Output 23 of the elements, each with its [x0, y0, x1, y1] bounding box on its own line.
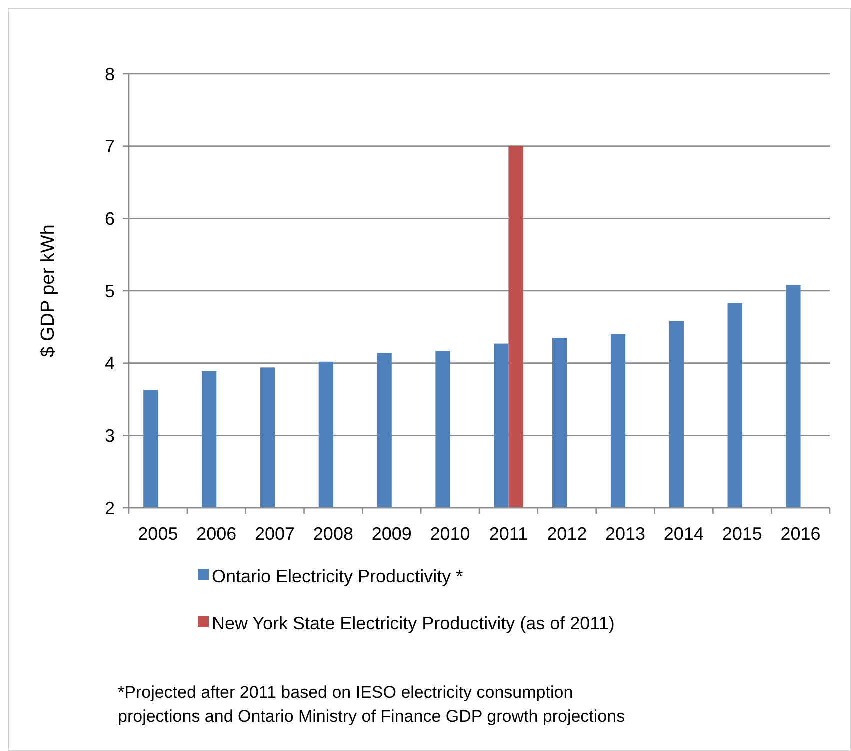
text: *Projected after 2011 based on IESO electricity consumption projections and Ontario Ministry of Finance GDP growth projections — [118, 683, 626, 726]
y-tick-label: 5 — [104, 281, 115, 302]
x-tick-label: 2009 — [372, 524, 412, 544]
x-tick-label: 2015 — [722, 524, 762, 544]
x-tick-label: 2011 — [489, 524, 528, 544]
legend-label: New York State Electricity Productivity (as of 2011) — [212, 613, 615, 634]
y-tick-label: 8 — [104, 64, 115, 84]
y-tick-label: 7 — [104, 136, 115, 157]
x-tick-label: 2016 — [780, 524, 821, 544]
y-tick-label: 3 — [104, 426, 115, 446]
x-tick-label: 2014 — [664, 524, 704, 544]
x-tick-label: 2005 — [138, 524, 178, 544]
x-tick-label: 2007 — [255, 524, 296, 544]
x-tick-label: 2008 — [313, 524, 354, 544]
x-tick-label: 2006 — [196, 524, 237, 544]
x-tick-label: 2012 — [547, 524, 588, 544]
legend-label: Ontario Electricity Productivity * — [212, 566, 464, 586]
x-tick-label: 2010 — [430, 524, 470, 544]
y-axis-title: $ GDP per kWh — [38, 224, 59, 358]
y-tick-label: 2 — [104, 498, 115, 518]
y-tick-label: 4 — [104, 354, 115, 374]
x-tick-label: 2013 — [606, 524, 646, 544]
y-tick-label: 6 — [104, 208, 115, 229]
